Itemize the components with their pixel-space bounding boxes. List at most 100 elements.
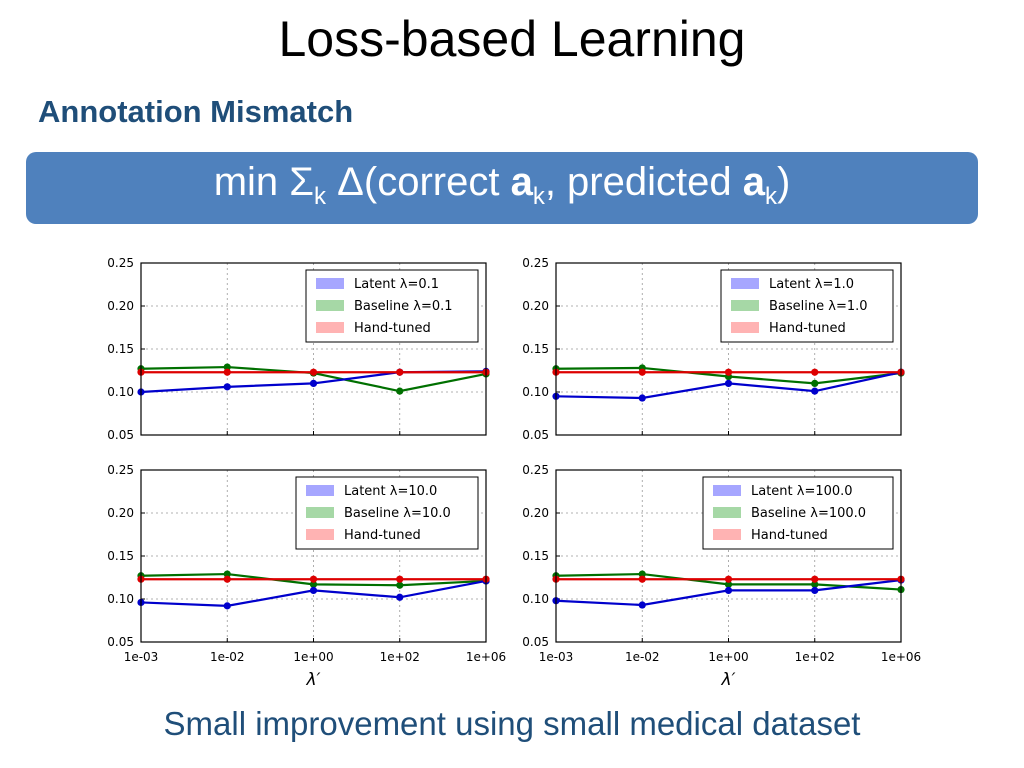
data-point (223, 575, 231, 583)
data-point (137, 572, 145, 580)
data-point (482, 367, 490, 375)
legend-label: Hand-tuned (344, 528, 421, 543)
legend-label: Baseline λ=100.0 (751, 506, 866, 521)
formula-a1: a (510, 160, 533, 204)
data-point (482, 575, 490, 583)
x-tick-label: 1e-02 (625, 650, 660, 664)
y-tick-label: 0.05 (107, 635, 134, 649)
data-point (552, 365, 560, 373)
data-point (811, 387, 819, 395)
legend-swatch (316, 322, 344, 333)
data-point (223, 363, 231, 371)
formula-text: min Σk Δ(correct ak, predicted ak) (26, 160, 978, 211)
x-tick-label: 1e+06 (466, 650, 506, 664)
data-point (309, 580, 318, 588)
legend-box (305, 269, 479, 343)
series-line (555, 572, 902, 591)
legend-label: Baseline λ=1.0 (769, 299, 868, 314)
series-line (555, 578, 902, 607)
x-tick-label: 1e-03 (124, 650, 159, 664)
data-point (638, 364, 646, 372)
x-axis-label: λ′ (306, 670, 321, 690)
legend-label: Baseline λ=10.0 (344, 506, 451, 521)
legend-label: Hand-tuned (354, 321, 431, 336)
formula-a1-sub: k (532, 183, 545, 210)
data-point (811, 586, 819, 595)
y-tick-label: 0.25 (522, 256, 549, 270)
data-point (897, 368, 905, 376)
series-line (140, 370, 487, 394)
data-point (724, 372, 733, 381)
x-tick-label: 1e+00 (708, 650, 748, 664)
data-point (638, 575, 646, 583)
series-line (555, 371, 902, 400)
y-tick-label: 0.25 (107, 463, 134, 477)
data-point (897, 575, 905, 583)
data-point (897, 585, 905, 594)
y-tick-label: 0.15 (522, 342, 549, 356)
data-point (897, 368, 905, 376)
data-point (309, 379, 318, 387)
y-tick-label: 0.20 (107, 299, 134, 313)
data-point (396, 368, 404, 376)
formula-sigma-sub: k (314, 183, 327, 210)
legend-label: Latent λ=100.0 (751, 484, 853, 499)
plot-frame (555, 469, 902, 643)
data-point (638, 601, 646, 609)
data-point (724, 379, 733, 387)
data-point (482, 370, 490, 378)
y-tick-label: 0.25 (107, 256, 134, 270)
y-tick-label: 0.05 (107, 428, 134, 442)
legend-label: Hand-tuned (751, 528, 828, 543)
slide-caption: Small improvement using small medical da… (163, 705, 861, 742)
legend-swatch (306, 529, 334, 540)
legend-swatch (731, 322, 759, 333)
legend-swatch (713, 485, 741, 496)
legend-swatch (713, 507, 741, 518)
formula-a2: a (742, 160, 765, 204)
y-tick-label: 0.20 (522, 506, 549, 520)
formula-banner: min Σk Δ(correct ak, predicted ak) (26, 152, 978, 224)
y-tick-label: 0.10 (107, 385, 134, 399)
x-tick-label: 1e+02 (380, 650, 420, 664)
data-point (223, 368, 231, 376)
x-axis-label: λ′ (721, 670, 736, 690)
y-tick-label: 0.05 (522, 428, 549, 442)
data-point (309, 368, 318, 376)
y-tick-label: 0.20 (522, 299, 549, 313)
legend-label: Latent λ=10.0 (344, 484, 437, 499)
slide-subtitle: Annotation Mismatch (38, 94, 354, 129)
formula-delta: Δ(correct (337, 160, 511, 204)
data-point (724, 586, 733, 595)
series-line (140, 572, 487, 587)
legend-swatch (731, 300, 759, 311)
data-point (552, 575, 560, 583)
data-point (137, 368, 145, 376)
series-line (555, 366, 902, 385)
data-point (137, 388, 145, 396)
series-line (140, 365, 487, 393)
formula-a2-sub: k (764, 183, 777, 210)
data-point (396, 593, 404, 601)
data-point (552, 597, 560, 605)
data-point (309, 369, 318, 377)
legend-box (295, 476, 479, 550)
legend-swatch (731, 278, 759, 289)
data-point (897, 369, 905, 377)
y-tick-label: 0.15 (107, 549, 134, 563)
y-tick-label: 0.20 (107, 506, 134, 520)
formula-min: min (213, 160, 279, 204)
legend-label: Latent λ=0.1 (354, 277, 439, 292)
y-tick-label: 0.10 (522, 385, 549, 399)
legend-label: Latent λ=1.0 (769, 277, 854, 292)
slide-title: Loss-based Learning (278, 11, 746, 67)
data-point (638, 368, 646, 376)
legend-swatch (316, 278, 344, 289)
x-tick-label: 1e+02 (795, 650, 835, 664)
formula-close: ) (776, 160, 791, 204)
legend-swatch (713, 529, 741, 540)
chart-panel-1: 0.25 0.20 0.15 0.10 0.05 Latent λ=0.1 Baseline… (107, 256, 490, 442)
formula-sigma: Σ (289, 160, 315, 204)
data-point (223, 602, 231, 610)
